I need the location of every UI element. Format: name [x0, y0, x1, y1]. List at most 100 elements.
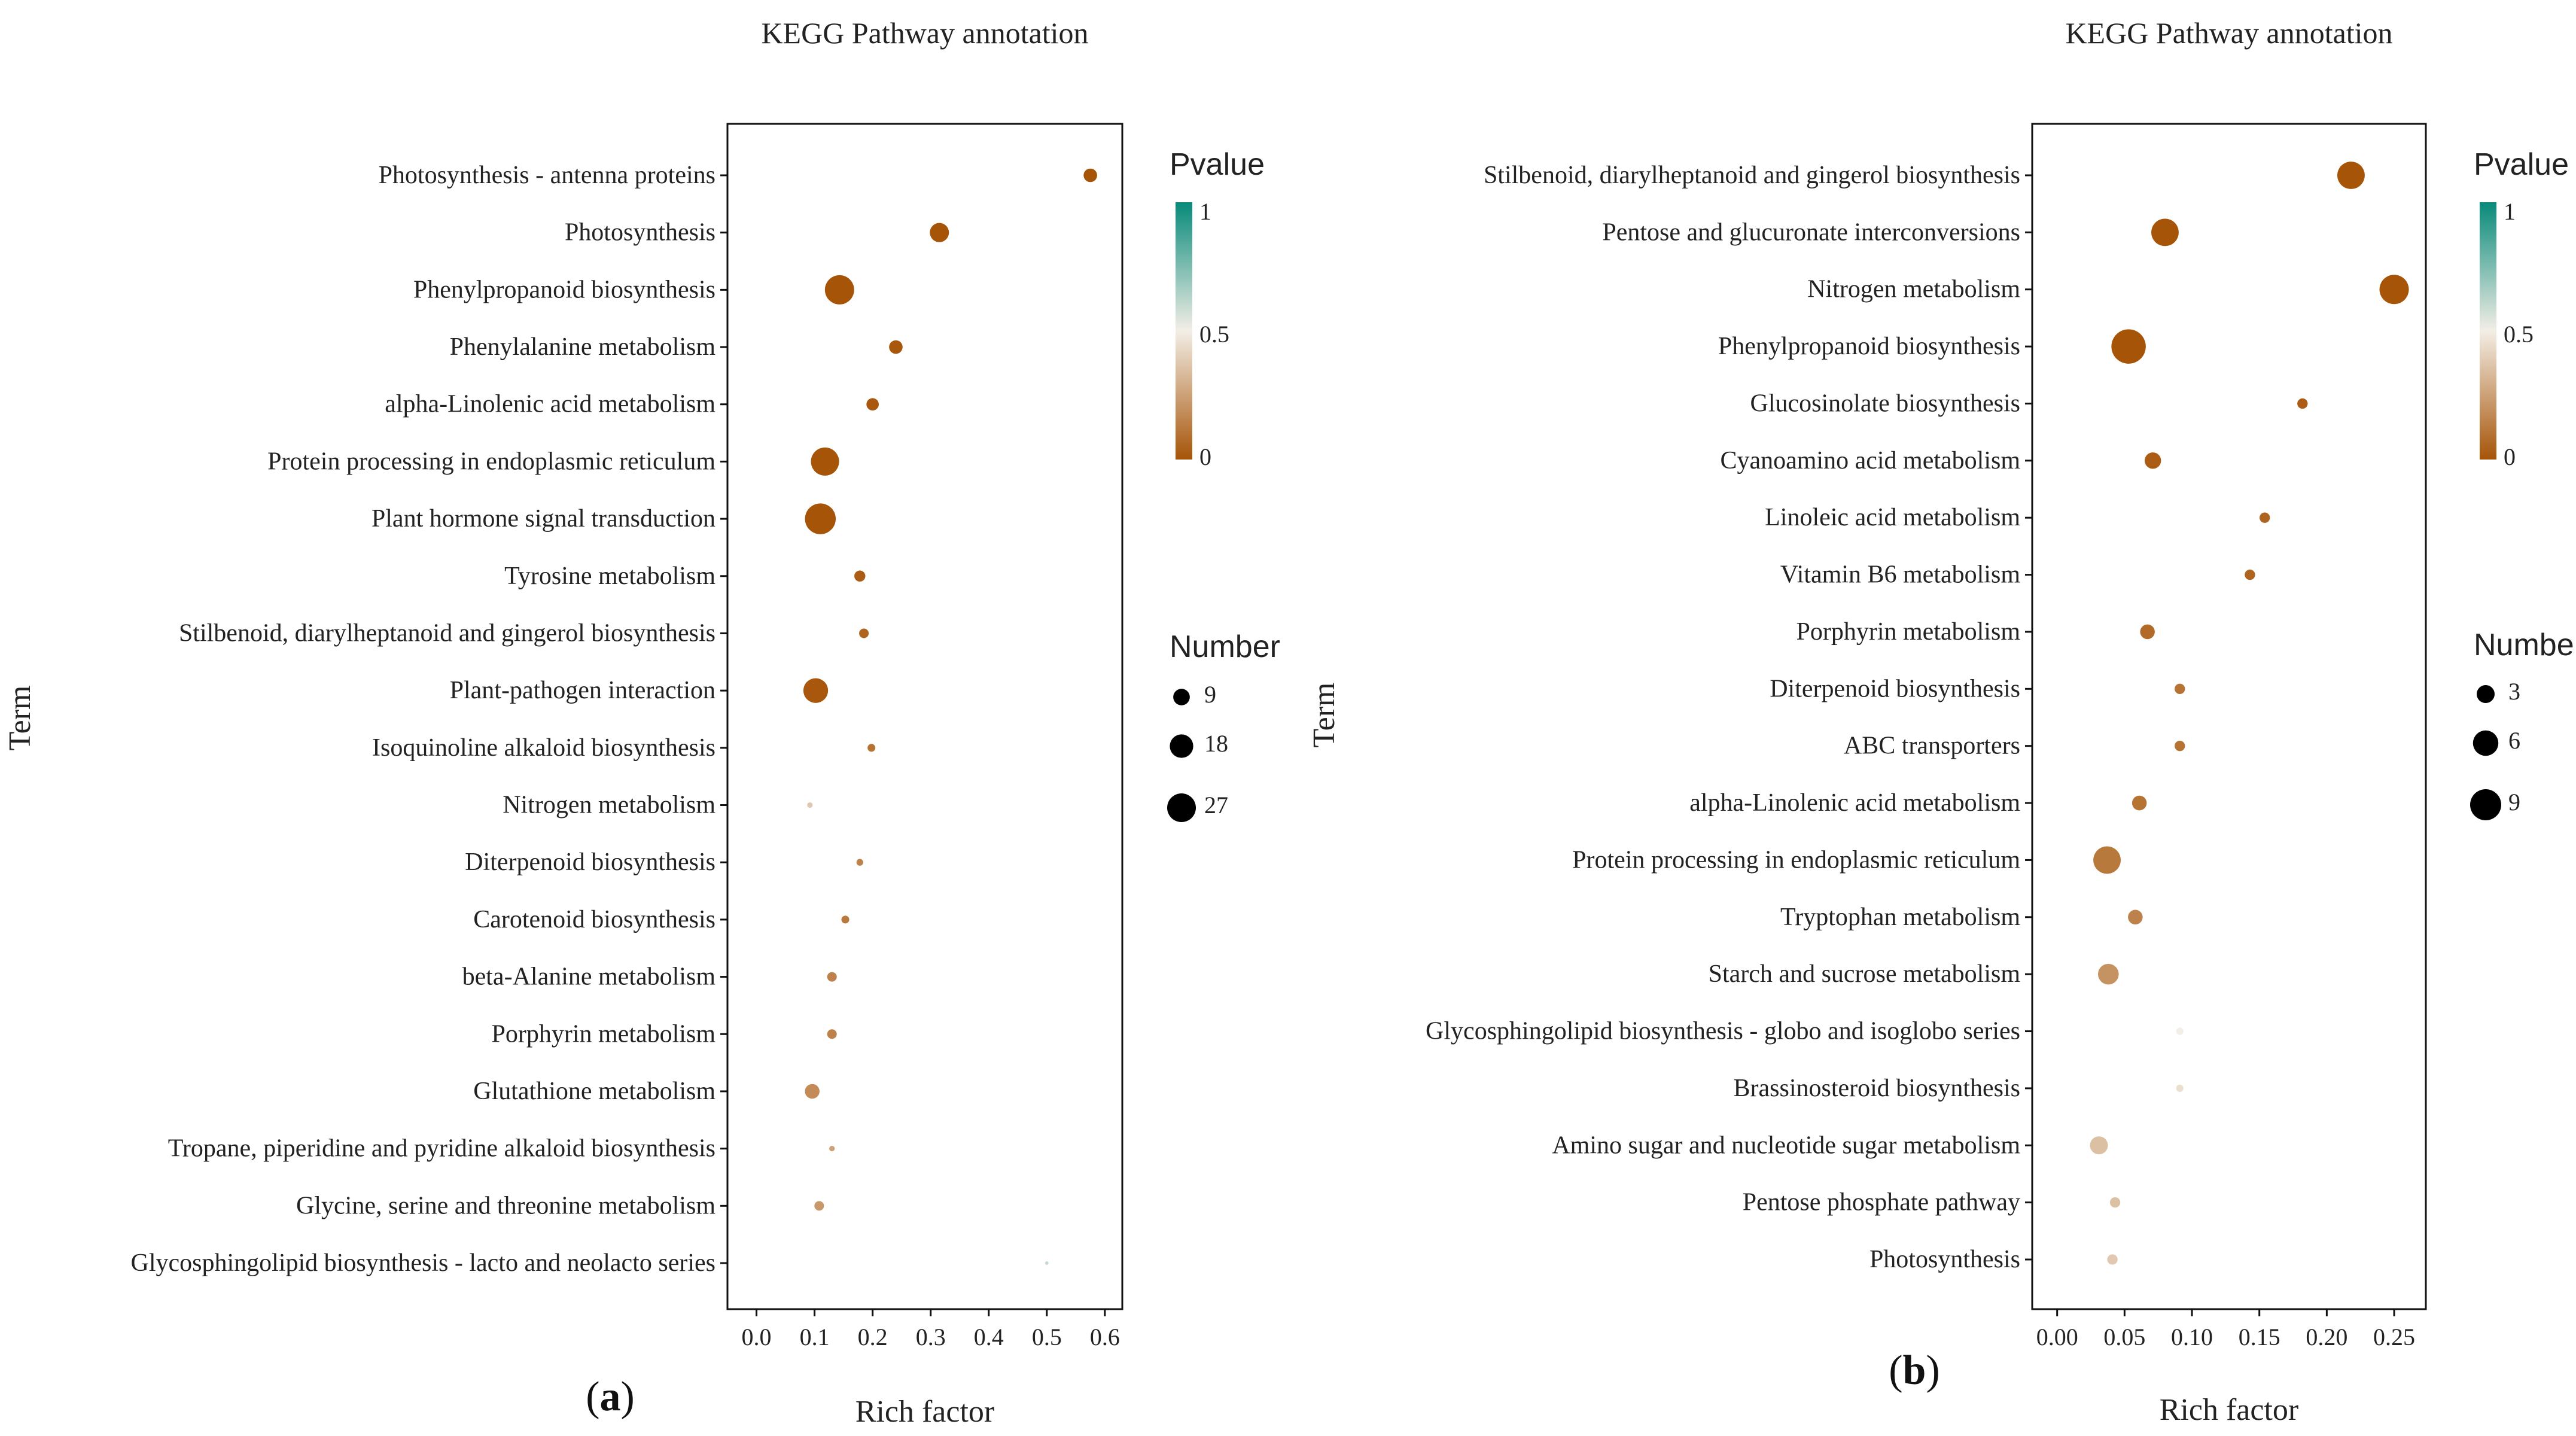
term-label: Protein processing in endoplasmic reticu…: [267, 448, 715, 475]
data-point: [827, 972, 837, 982]
term-label: Glycosphingolipid biosynthesis - lacto a…: [131, 1249, 715, 1277]
chart-title: KEGG Pathway annotation: [761, 16, 1088, 50]
data-point: [2090, 1136, 2108, 1155]
term-label: Isoquinoline alkaloid biosynthesis: [372, 734, 715, 762]
term-label: Cyanoamino acid metabolism: [1720, 447, 2020, 474]
x-tick-label: 0.2: [858, 1324, 888, 1350]
term-label: Pentose phosphate pathway: [1743, 1189, 2020, 1216]
data-point: [827, 1029, 837, 1039]
data-point: [829, 1146, 835, 1152]
x-tick-label: 0.5: [1032, 1324, 1062, 1350]
number-legend-label: 9: [2508, 789, 2520, 816]
term-label: alpha-Linolenic acid metabolism: [1689, 789, 2020, 817]
data-point: [2245, 569, 2255, 580]
term-label: Protein processing in endoplasmic reticu…: [1572, 846, 2020, 874]
x-tick-label: 0.10: [2171, 1324, 2213, 1350]
term-label: Porphyrin metabolism: [1796, 618, 2021, 646]
term-label: Pentose and glucuronate interconversions: [1602, 218, 2020, 246]
term-label: Brassinosteroid biosynthesis: [1734, 1075, 2021, 1102]
pvalue-legend-label: 0.5: [1199, 321, 1229, 348]
x-axis-label: Rich factor: [855, 1395, 994, 1429]
x-tick-label: 0.4: [974, 1324, 1004, 1350]
data-point: [859, 628, 869, 638]
term-label: Tropane, piperidine and pyridine alkaloi…: [168, 1135, 715, 1163]
chart-title: KEGG Pathway annotation: [2065, 16, 2392, 50]
x-tick-label: 0.05: [2103, 1324, 2145, 1350]
data-point: [2260, 512, 2270, 523]
y-axis-label: Term: [3, 686, 37, 751]
term-label: Phenylpropanoid biosynthesis: [1718, 333, 2020, 360]
data-point: [854, 570, 866, 582]
number-legend-dot: [1167, 793, 1196, 822]
term-label: Nitrogen metabolism: [503, 792, 715, 819]
data-point: [2132, 795, 2147, 811]
x-tick-label: 0.0: [742, 1324, 772, 1350]
number-legend-dot: [1173, 689, 1190, 705]
data-point: [805, 503, 836, 534]
term-label: beta-Alanine metabolism: [462, 963, 716, 991]
term-label: Glutathione metabolism: [473, 1078, 715, 1105]
data-point: [814, 1201, 824, 1211]
number-legend-label: 9: [1204, 681, 1216, 708]
pvalue-legend-label: 0: [1199, 443, 1211, 470]
term-label: Linoleic acid metabolism: [1765, 504, 2020, 531]
term-label: Diterpenoid biosynthesis: [1770, 675, 2020, 702]
term-label: Carotenoid biosynthesis: [473, 906, 715, 933]
plot-frame: [2031, 123, 2427, 1310]
data-point: [803, 678, 829, 703]
term-label: Amino sugar and nucleotide sugar metabol…: [1552, 1131, 2020, 1159]
pvalue-colorbar: [2480, 202, 2496, 460]
term-label: alpha-Linolenic acid metabolism: [385, 391, 715, 418]
term-label: Glycosphingolipid biosynthesis - globo a…: [1426, 1018, 2020, 1045]
panel-letter: a: [600, 1374, 621, 1420]
number-legend-label: 18: [1204, 730, 1228, 757]
data-point: [2337, 162, 2365, 189]
data-point: [2109, 1197, 2121, 1208]
term-label: Nitrogen metabolism: [1807, 276, 2020, 303]
data-point: [1083, 168, 1097, 182]
number-legend-dot: [2470, 789, 2501, 820]
number-legend-label: 6: [2508, 727, 2520, 754]
term-label: Diterpenoid biosynthesis: [465, 848, 715, 876]
x-tick-label: 0.1: [800, 1324, 830, 1350]
pvalue-legend-title: Pvalue: [1170, 147, 1265, 182]
number-legend-dot: [2473, 730, 2499, 756]
number-legend-label: 27: [1204, 792, 1228, 819]
pvalue-legend-label: 1: [1199, 198, 1211, 225]
term-label: Vitamin B6 metabolism: [1780, 561, 2020, 589]
term-label: Stilbenoid, diarylheptanoid and gingerol…: [1484, 162, 2020, 189]
data-point: [2175, 683, 2185, 694]
term-label: Photosynthesis: [565, 219, 715, 247]
data-point: [1045, 1261, 1049, 1265]
data-point: [2097, 963, 2119, 985]
term-label: Photosynthesis - antenna proteins: [379, 162, 715, 189]
pvalue-legend-label: 0.5: [2504, 321, 2534, 348]
y-axis-label: Term: [1307, 683, 1341, 748]
panel-letter: b: [1903, 1347, 1926, 1394]
data-point: [2176, 1027, 2184, 1035]
data-point: [811, 447, 839, 476]
data-point: [2379, 275, 2409, 305]
data-point: [2111, 329, 2146, 364]
pvalue-colorbar: [1176, 202, 1192, 460]
x-tick-label: 0.25: [2373, 1324, 2415, 1350]
number-legend-title: Number: [2474, 628, 2576, 662]
data-point: [2144, 452, 2161, 469]
panel-label: (b): [1889, 1347, 1940, 1394]
data-point: [2140, 624, 2155, 640]
data-point: [841, 915, 849, 924]
term-label: Photosynthesis: [1869, 1246, 2020, 1273]
term-label: Phenylalanine metabolism: [450, 333, 716, 361]
term-label: Porphyrin metabolism: [492, 1020, 716, 1048]
data-point: [889, 340, 903, 354]
x-axis-label: Rich factor: [2160, 1393, 2298, 1427]
data-point: [856, 859, 863, 866]
pvalue-legend-label: 0: [2504, 443, 2516, 470]
panel-b: KEGG Pathway annotation Stilbenoid, diary…: [1307, 16, 2576, 1427]
term-label: ABC transporters: [1844, 732, 2020, 760]
data-point: [2175, 741, 2185, 752]
term-label: Glycine, serine and threonine metabolism: [296, 1192, 715, 1219]
data-point: [807, 802, 813, 808]
x-tick-label: 0.6: [1090, 1324, 1120, 1350]
